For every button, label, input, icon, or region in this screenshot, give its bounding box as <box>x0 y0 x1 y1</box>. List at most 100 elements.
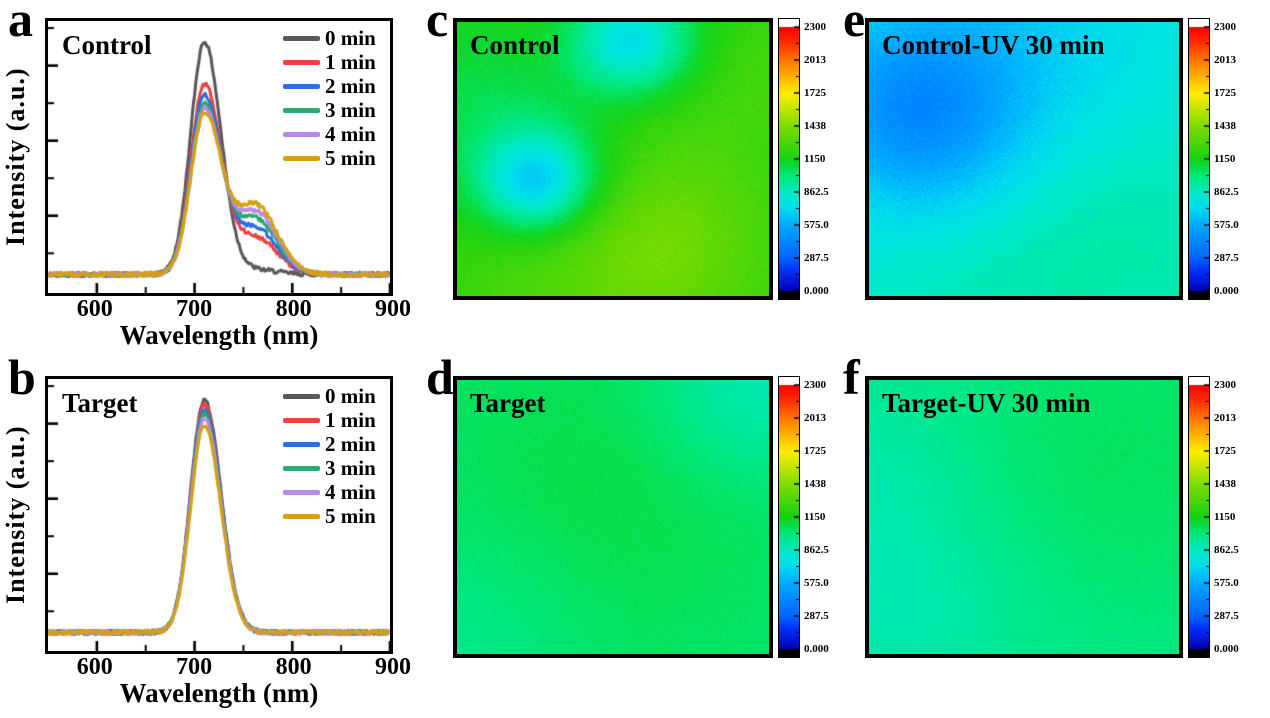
legend-item: 0 min <box>283 384 395 408</box>
colorbar-tick-label: 2013 <box>804 412 826 424</box>
legend-item: 1 min <box>283 408 395 432</box>
plot-box-a <box>45 18 393 296</box>
panel-c: c Control 2300 2013 1725 1438 1150 862.5 575.0… <box>420 0 845 358</box>
colorbar-tick-label: 2300 <box>804 379 826 391</box>
panel-d: d Target 2300 2013 1725 1438 1150 862.5 575.0 2… <box>420 352 845 716</box>
heatmap-canvas-f <box>869 380 1179 654</box>
colorbar-tick-label: 0.000 <box>804 285 829 297</box>
legend-swatch <box>283 155 320 161</box>
colorbar-tick-label: 1725 <box>804 445 826 457</box>
colorbar-canvas-c <box>779 19 799 299</box>
legend-item: 2 min <box>283 432 395 456</box>
legend-label: 4 min <box>325 479 376 504</box>
panel-letter-c: c <box>426 0 449 47</box>
legend-label: 4 min <box>325 121 376 146</box>
x-tick-labels-a: 600 700 800 900 <box>45 296 411 322</box>
legend-swatch <box>283 107 320 113</box>
panel-f: f Target-UV 30 min 2300 2013 1725 1438 1150 8… <box>840 352 1265 716</box>
map-box-c <box>453 18 773 300</box>
legend-item: 3 min <box>283 98 395 122</box>
heatmap-canvas-d <box>457 380 769 654</box>
colorbar-tick-label: 575.0 <box>804 219 829 231</box>
legend-item: 4 min <box>283 480 395 504</box>
legend-swatch <box>283 417 320 423</box>
legend-item: 3 min <box>283 456 395 480</box>
colorbar-tick-label: 0.000 <box>1214 643 1239 655</box>
panel-e: e Control-UV 30 min 2300 2013 1725 1438 1150… <box>840 0 1265 358</box>
colorbar-tick-label: 1725 <box>1214 87 1236 99</box>
legend-swatch <box>283 59 320 65</box>
x-tick-label: 900 <box>375 296 411 322</box>
x-tick-labels-b: 600 700 800 900 <box>45 654 411 680</box>
colorbar-tick-label: 862.5 <box>804 186 829 198</box>
legend-swatch <box>283 83 320 89</box>
legend-swatch <box>283 131 320 137</box>
colorbar-tick-label: 2013 <box>804 54 826 66</box>
colorbar-tick-label: 1438 <box>1214 478 1236 490</box>
legend-label: 1 min <box>325 407 376 432</box>
legend-item: 5 min <box>283 146 395 170</box>
legend-a: 0 min 1 min 2 min 3 min 4 min 5 min <box>283 26 395 170</box>
colorbar-c <box>778 18 800 300</box>
colorbar-tick-label: 1725 <box>1214 445 1236 457</box>
colorbar-tick-label: 287.5 <box>1214 610 1239 622</box>
x-tick-label: 900 <box>375 654 411 680</box>
y-axis-label-a: Intensity (a.u.) <box>1 67 30 247</box>
colorbar-tick-label: 575.0 <box>1214 577 1239 589</box>
x-tick-label: 600 <box>76 654 113 680</box>
legend-label: 3 min <box>325 97 376 122</box>
colorbar-f <box>1188 376 1210 658</box>
legend-label: 2 min <box>325 73 376 98</box>
legend-item: 0 min <box>283 26 395 50</box>
x-tick-label: 800 <box>275 654 312 680</box>
heatmap-canvas-c <box>457 22 769 296</box>
legend-item: 5 min <box>283 504 395 528</box>
panel-letter-e: e <box>843 0 866 47</box>
colorbar-tick-label: 1150 <box>1214 511 1236 523</box>
heatmap-title-d: Target <box>470 388 546 418</box>
colorbar-tick-labels-d: 2300 2013 1725 1438 1150 862.5 575.0 287.5 0.000 <box>804 376 844 658</box>
panel-a: a Intensity (a.u.) Control 0 min 1 min 2 m… <box>0 0 425 358</box>
colorbar-tick-labels-c: 2300 2013 1725 1438 1150 862.5 575.0 287.5 0.000 <box>804 18 844 300</box>
colorbar-tick-label: 862.5 <box>1214 544 1239 556</box>
colorbar-tick-labels-e: 2300 2013 1725 1438 1150 862.5 575.0 287.5 0.000 <box>1214 18 1254 300</box>
colorbar-tick-label: 2300 <box>1214 21 1236 33</box>
colorbar-canvas-f <box>1189 377 1209 657</box>
map-box-f <box>865 376 1183 658</box>
legend-label: 0 min <box>325 25 376 50</box>
chart-title-b: Target <box>62 388 138 418</box>
legend-item: 4 min <box>283 122 395 146</box>
legend-label: 0 min <box>325 383 376 408</box>
legend-label: 5 min <box>325 503 376 528</box>
colorbar-tick-label: 2013 <box>1214 412 1236 424</box>
chart-title-a: Control <box>62 30 152 60</box>
colorbar-tick-label: 862.5 <box>1214 186 1239 198</box>
legend-swatch <box>283 489 320 495</box>
legend-swatch <box>283 513 320 519</box>
panel-letter-b: b <box>8 349 36 405</box>
plot-box-b <box>45 376 393 654</box>
colorbar-tick-label: 575.0 <box>1214 219 1239 231</box>
colorbar-tick-label: 1438 <box>1214 120 1236 132</box>
x-tick-label: 700 <box>176 654 213 680</box>
colorbar-tick-label: 1150 <box>804 153 826 165</box>
colorbar-tick-labels-f: 2300 2013 1725 1438 1150 862.5 575.0 287.5 0.000 <box>1214 376 1254 658</box>
legend-label: 2 min <box>325 431 376 456</box>
legend-item: 1 min <box>283 50 395 74</box>
heatmap-title-f: Target-UV 30 min <box>882 388 1091 418</box>
map-box-d <box>453 376 773 658</box>
legend-swatch <box>283 393 320 399</box>
panel-letter-a: a <box>8 0 33 47</box>
y-axis-label-b: Intensity (a.u.) <box>1 425 30 605</box>
colorbar-tick-label: 575.0 <box>804 577 829 589</box>
colorbar-tick-label: 1150 <box>804 511 826 523</box>
colorbar-tick-label: 1438 <box>804 120 826 132</box>
colorbar-canvas-e <box>1189 19 1209 299</box>
x-tick-label: 700 <box>176 296 213 322</box>
colorbar-tick-label: 1438 <box>804 478 826 490</box>
colorbar-tick-label: 287.5 <box>1214 252 1239 264</box>
panel-b: b Intensity (a.u.) Target 0 min 1 min 2 mi… <box>0 352 425 716</box>
x-tick-label: 600 <box>76 296 113 322</box>
x-axis-label-a: Wavelength (nm) <box>119 320 319 350</box>
